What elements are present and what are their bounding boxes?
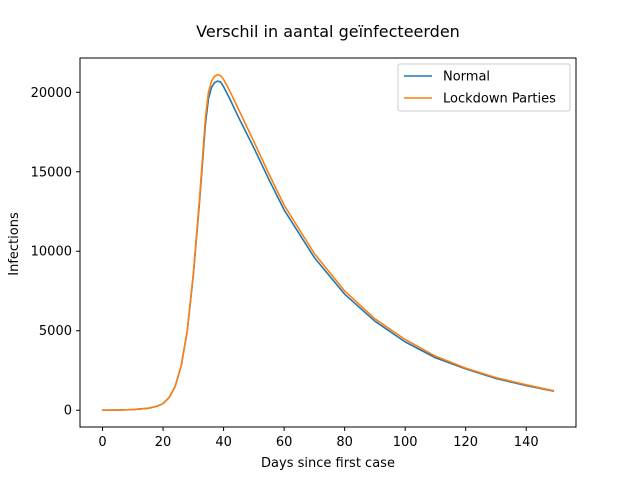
x-tick-label: 120	[453, 435, 478, 450]
series-line-1	[101, 73, 555, 412]
y-tick-label: 15000	[31, 165, 72, 180]
x-tick-label: 20	[155, 435, 172, 450]
legend-box	[397, 63, 571, 112]
y-axis: 0 5000 10000 15000 20000	[31, 86, 80, 419]
y-tick-label: 5000	[39, 324, 72, 339]
x-tick-label: 100	[393, 435, 418, 450]
x-axis: 0 20 40 60 80 100 120 140	[98, 427, 539, 450]
legend: Normal Lockdown Parties	[397, 63, 571, 112]
x-tick-label: 80	[336, 435, 353, 450]
series-line-0	[101, 80, 555, 412]
plot-frame	[79, 57, 577, 428]
x-tick-label: 140	[514, 435, 539, 450]
legend-label-1: Lockdown Parties	[443, 92, 556, 107]
x-tick-label: 40	[215, 435, 232, 450]
x-axis-label: Days since first case	[261, 456, 395, 471]
y-axis-label: Infections	[7, 212, 22, 276]
y-tick-label: 20000	[31, 86, 72, 101]
y-tick-label: 10000	[31, 245, 72, 260]
x-tick-label: 0	[98, 435, 106, 450]
plot-lines	[101, 73, 555, 412]
chart-title: Verschil in aantal geïnfecteerden	[196, 22, 460, 41]
legend-label-0: Normal	[443, 70, 490, 85]
x-tick-label: 60	[276, 435, 293, 450]
y-tick-label: 0	[64, 404, 72, 419]
